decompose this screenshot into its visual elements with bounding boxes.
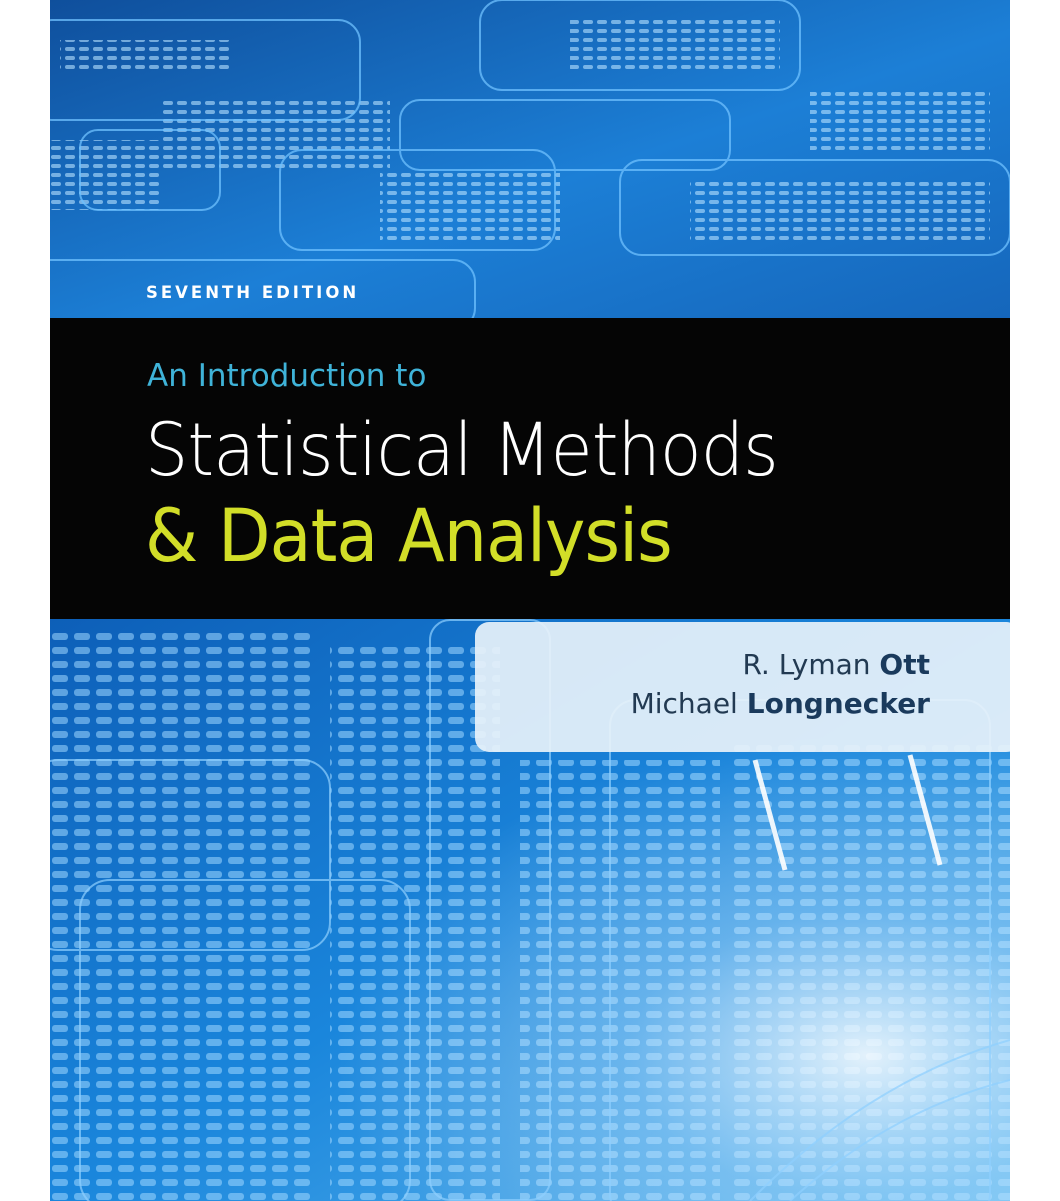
author-1: R. Lyman Ott <box>742 648 930 681</box>
edition-label: SEVENTH EDITION <box>146 283 360 302</box>
author-1-first-name: R. Lyman <box>742 648 871 681</box>
author-2: Michael Longnecker <box>631 687 930 720</box>
title-line-1: An Introduction to <box>147 358 427 394</box>
title-line-3: & Data Analysis <box>145 494 673 579</box>
title-band <box>50 318 1010 619</box>
title-line-2: Statistical Methods <box>145 408 779 493</box>
book-cover: SEVENTH EDITION An Introduction to Stati… <box>50 0 1010 1201</box>
author-2-last-name: Longnecker <box>746 687 930 720</box>
author-2-first-name: Michael <box>630 687 738 720</box>
cover-background-art <box>50 0 1010 1201</box>
author-1-last-name: Ott <box>879 648 930 681</box>
